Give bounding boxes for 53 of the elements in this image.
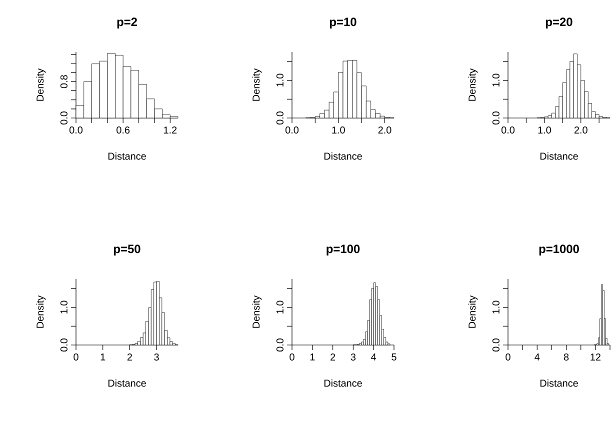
chart-title: p=10	[330, 18, 356, 28]
x-axis-title: Distance	[324, 152, 362, 160]
chart-title: p=100	[326, 244, 360, 256]
y-tick-label: 0.0	[276, 111, 284, 125]
y-axis-title: Density	[468, 295, 478, 328]
x-tick-label: 4	[371, 354, 376, 360]
x-tick-label: 1	[310, 354, 315, 360]
x-axis-title: Distance	[108, 152, 146, 160]
x-tick-label: 0.0	[69, 126, 83, 134]
x-tick-label: 0.0	[285, 126, 299, 134]
x-tick-label: 5	[392, 354, 396, 360]
x-tick-label: 0.6	[116, 126, 130, 134]
x-tick-label: 1	[100, 354, 106, 360]
x-tick-label: 3	[350, 354, 356, 361]
x-axis-title: Distance	[540, 379, 578, 387]
y-axis-title: Density	[36, 295, 46, 328]
chart-title: p=50	[114, 244, 140, 256]
y-tick-label: 1.0	[492, 74, 500, 86]
x-tick-label: 2	[330, 354, 336, 360]
x-tick-label: 0.0	[501, 126, 515, 134]
x-axis-title: Distance	[324, 379, 362, 387]
y-axis-title: Density	[252, 295, 262, 328]
y-tick-label: 0.0	[60, 338, 68, 352]
x-tick-label: 2.0	[378, 126, 392, 134]
y-tick-label: 0.0	[60, 111, 68, 125]
x-tick-label: 12	[590, 354, 600, 360]
y-axis-title: Density	[36, 68, 46, 101]
x-tick-label: 0	[506, 354, 510, 361]
x-tick-label: 1.0	[538, 126, 551, 134]
x-tick-label: 1.2	[164, 126, 177, 134]
x-tick-label: 2.0	[574, 126, 588, 134]
chart-title: p=20	[546, 18, 572, 28]
y-tick-label: 0.0	[492, 111, 500, 125]
y-tick-label: 1.0	[276, 74, 284, 86]
x-tick-label: 4	[534, 354, 540, 360]
chart-title: p=1000	[539, 244, 579, 256]
y-tick-label: 1.0	[492, 300, 500, 314]
y-axis-title: Density	[252, 68, 262, 101]
x-tick-label: 2	[127, 354, 132, 360]
x-axis-title: Distance	[108, 379, 146, 387]
y-tick-label: 0.0	[492, 338, 500, 352]
y-axis-title: Density	[468, 68, 478, 101]
x-tick-label: 0	[290, 354, 294, 361]
x-tick-label: 0	[74, 354, 78, 361]
x-tick-label: 3	[154, 354, 159, 361]
y-tick-label: 0.0	[276, 338, 284, 352]
x-axis-title: Distance	[540, 152, 578, 160]
x-tick-label: 8	[564, 354, 569, 361]
y-tick-label: 0.8	[60, 75, 68, 88]
y-tick-label: 1.0	[60, 300, 68, 314]
chart-title: p=2	[117, 18, 137, 28]
x-tick-label: 1.0	[332, 126, 345, 134]
y-tick-label: 1.0	[276, 300, 284, 314]
